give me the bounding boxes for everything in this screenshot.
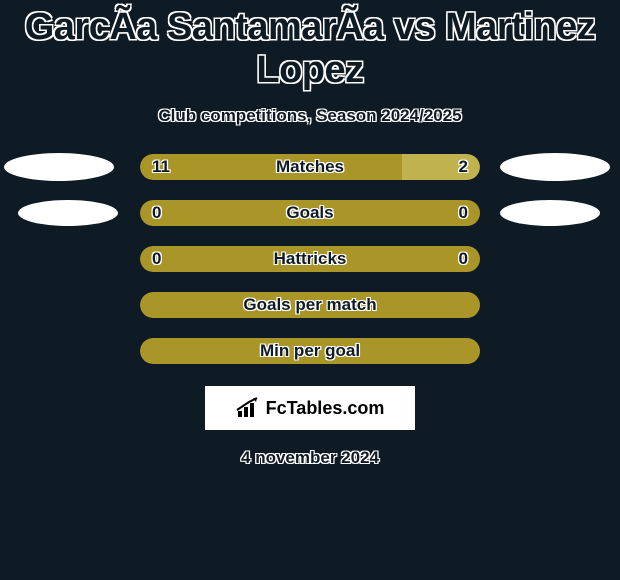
bar-label: Goals per match: [140, 292, 480, 318]
bar-row: Min per goal: [0, 338, 620, 364]
comparison-bar: 00Goals: [140, 200, 480, 226]
chart-icon: [236, 397, 262, 419]
site-logo: FcTables.com: [205, 386, 415, 430]
page-title: GarcÃ­a SantamarÃ­a vs Martinez Lopez: [0, 0, 620, 92]
site-logo-text: FcTables.com: [266, 398, 385, 419]
player-ellipse-left: [18, 200, 118, 226]
bar-label: Matches: [140, 154, 480, 180]
bar-label: Goals: [140, 200, 480, 226]
bar-label: Hattricks: [140, 246, 480, 272]
bar-label: Min per goal: [140, 338, 480, 364]
page-root: GarcÃ­a SantamarÃ­a vs Martinez Lopez Cl…: [0, 0, 620, 580]
player-ellipse-right: [500, 200, 600, 226]
page-subtitle: Club competitions, Season 2024/2025: [0, 106, 620, 126]
player-ellipse-right: [500, 153, 610, 181]
bar-row: Goals per match: [0, 292, 620, 318]
bar-row: 00Goals: [0, 200, 620, 226]
player-ellipse-left: [4, 153, 114, 181]
bar-row: 112Matches: [0, 154, 620, 180]
comparison-bar: 00Hattricks: [140, 246, 480, 272]
comparison-bar: Goals per match: [140, 292, 480, 318]
comparison-bar: Min per goal: [140, 338, 480, 364]
bar-row: 00Hattricks: [0, 246, 620, 272]
infographic-date: 4 november 2024: [0, 448, 620, 468]
comparison-bar: 112Matches: [140, 154, 480, 180]
comparison-bars: 112Matches 00Goals 00Hattricks Goals per ma…: [0, 154, 620, 364]
